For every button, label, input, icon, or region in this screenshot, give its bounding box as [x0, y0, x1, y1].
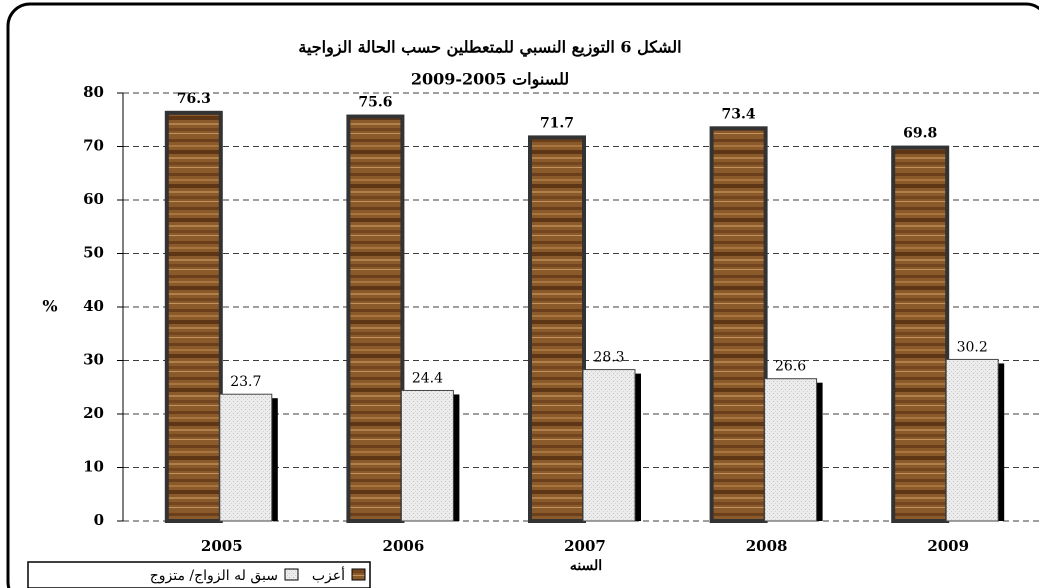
x-tick-label: 2006	[383, 537, 425, 555]
value-label: 28.3	[593, 350, 624, 366]
y-tick-label: 0	[94, 511, 104, 529]
bar	[219, 393, 273, 522]
y-tick-label: 60	[83, 190, 104, 208]
value-label: 75.6	[358, 95, 392, 111]
y-tick-label: 10	[83, 458, 104, 476]
frame	[6, 2, 1039, 588]
y-axis-label: %	[42, 297, 57, 316]
bar	[891, 145, 950, 523]
value-label: 69.8	[903, 126, 937, 142]
bar	[346, 114, 405, 523]
bar	[709, 126, 768, 523]
legend-box	[27, 561, 371, 588]
legend: أعزب سبق له الزواج/ متزوج	[27, 561, 371, 588]
value-label: 76.3	[177, 91, 211, 107]
y-tick-label: 30	[83, 351, 104, 369]
legend-swatch	[351, 568, 366, 581]
y-tick-label: 40	[83, 297, 104, 315]
bar	[582, 369, 636, 522]
bar	[945, 358, 999, 522]
legend-label: أعزب	[312, 565, 345, 584]
y-tick-label: 80	[83, 83, 104, 101]
value-label: 23.7	[230, 374, 261, 390]
chart-subtitle: للسنوات 2005-2009	[411, 70, 569, 90]
value-label: 26.6	[775, 359, 806, 375]
value-label: 30.2	[957, 339, 988, 355]
bar	[400, 389, 454, 522]
y-tick-label: 20	[83, 404, 104, 422]
value-label: 73.4	[722, 106, 756, 122]
bar	[528, 135, 586, 523]
chart-title: الشكل 6 التوزيع النسبي للمتعطلين حسب الح…	[298, 38, 681, 58]
legend-label: سبق له الزواج/ متزوج	[150, 568, 278, 584]
bar	[164, 110, 223, 523]
y-tick-label: 50	[83, 244, 104, 262]
bar	[764, 378, 818, 522]
x-tick-label: 2008	[746, 537, 788, 555]
x-tick-label: 2009	[927, 537, 969, 555]
y-tick-label: 70	[83, 137, 104, 155]
x-tick-label: 2007	[564, 537, 606, 555]
value-label: 24.4	[412, 370, 443, 386]
x-tick-label: 2005	[201, 537, 243, 555]
value-label: 71.7	[540, 115, 574, 131]
x-axis-label: السنه	[570, 558, 602, 574]
legend-swatch	[284, 568, 299, 581]
